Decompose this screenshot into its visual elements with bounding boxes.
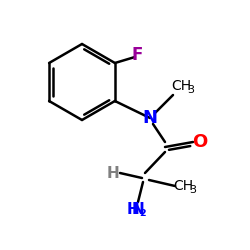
Text: CH: CH — [173, 179, 193, 193]
Text: F: F — [131, 46, 142, 64]
Text: N: N — [132, 202, 145, 218]
Text: CH: CH — [171, 79, 191, 93]
Text: ₂: ₂ — [140, 204, 146, 218]
Text: 3: 3 — [190, 185, 196, 195]
Text: H: H — [127, 202, 140, 218]
Text: H: H — [106, 166, 120, 180]
Text: O: O — [192, 133, 208, 151]
Text: 3: 3 — [188, 85, 194, 95]
Text: N: N — [142, 109, 158, 127]
